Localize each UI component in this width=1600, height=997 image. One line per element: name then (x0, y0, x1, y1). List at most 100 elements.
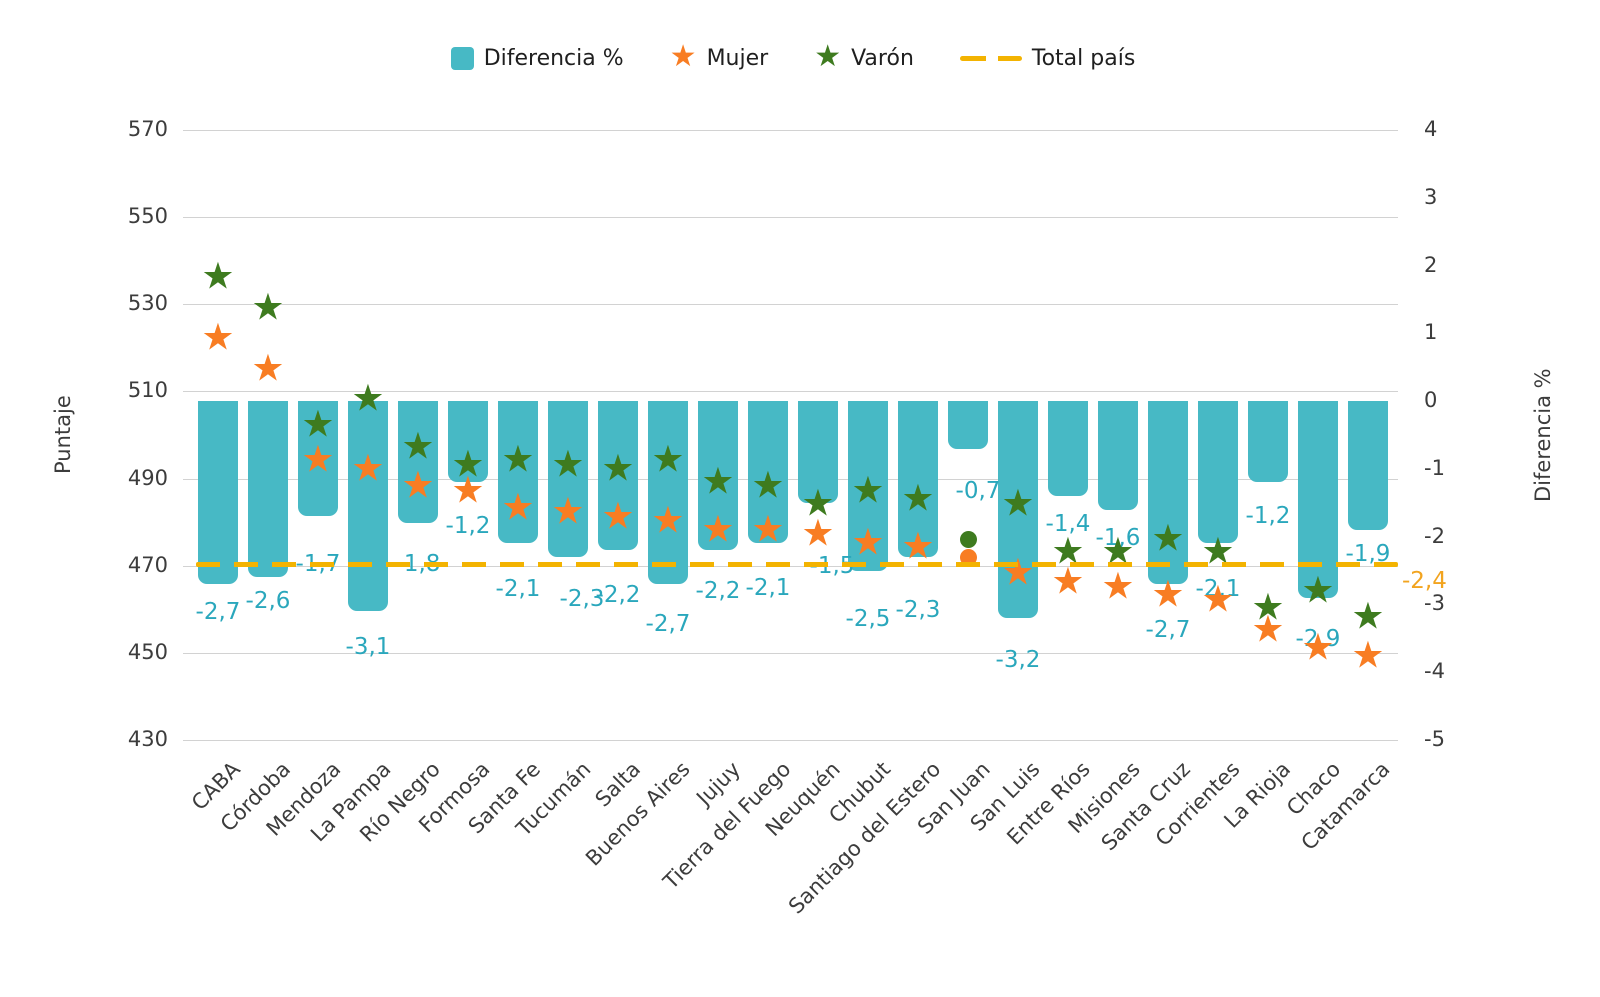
right-tick-label: 1 (1424, 320, 1438, 345)
left-tick-label: 510 (127, 378, 168, 403)
bar-value-label: -0,7 (955, 477, 1001, 504)
legend: Diferencia % ★ Mujer ★ Varón Total país (196, 36, 1390, 80)
mujer-star-marker: ★ (401, 463, 435, 507)
bar-value-label: -3,1 (345, 634, 391, 661)
varon-star-marker: ★ (301, 402, 335, 446)
diferencia-bar (498, 401, 538, 544)
varon-star-marker: ★ (851, 468, 885, 512)
varon-star-marker: ★ (251, 285, 285, 329)
diferencia-bar (1248, 401, 1288, 483)
bar-value-label: -2,7 (645, 611, 691, 638)
right-tick-label: -3 (1424, 591, 1445, 616)
diferencia-bar (1348, 401, 1388, 530)
gridline (183, 130, 1398, 131)
mujer-star-marker: ★ (351, 446, 385, 490)
mujer-star-marker: ★ (1101, 564, 1135, 608)
varon-star-marker: ★ (1351, 594, 1385, 638)
varon-star-marker: ★ (201, 254, 235, 298)
gridline (183, 652, 1398, 654)
right-tick-label: 0 (1424, 388, 1438, 413)
gridline (183, 740, 1398, 741)
mujer-star-marker: ★ (451, 468, 485, 512)
right-tick-label: 3 (1424, 184, 1438, 209)
bar-value-label: -2,1 (1195, 576, 1241, 603)
bar-value-label: -2,2 (695, 578, 741, 605)
legend-item-label: Diferencia % (483, 45, 624, 71)
diferencia-bar (248, 401, 288, 578)
diferencia-bar (548, 401, 588, 557)
right-tick-label: 4 (1424, 117, 1438, 141)
legend-item-diferencia[interactable]: Diferencia % (450, 45, 624, 71)
bar-value-label: -2,9 (1295, 625, 1341, 652)
varon-star-marker: ★ (1151, 516, 1185, 560)
mujer-star-marker: ★ (1151, 572, 1185, 616)
mujer-star-marker: ★ (901, 524, 935, 568)
orange-star-icon: ★ (669, 38, 697, 74)
mujer-star-marker: ★ (1301, 625, 1335, 669)
mujer-star-marker: ★ (1051, 559, 1085, 603)
bar-value-label: -2,7 (1145, 617, 1191, 644)
varon-star-marker: ★ (801, 481, 835, 525)
mujer-star-marker: ★ (251, 346, 285, 390)
varon-star-marker: ★ (501, 437, 535, 481)
mujer-star-marker: ★ (651, 498, 685, 542)
varon-star-marker: ★ (601, 446, 635, 490)
varon-star-marker: ★ (351, 376, 385, 420)
diferencia-bar (1148, 401, 1188, 585)
mujer-star-marker: ★ (1351, 633, 1385, 677)
gridline (183, 217, 1398, 219)
legend-item-label: Total país (1031, 45, 1136, 71)
mujer-star-marker: ★ (551, 490, 585, 534)
total-pais-label: -2,4 (1402, 567, 1447, 594)
right-tick-label: -4 (1424, 659, 1445, 684)
varon-star-marker: ★ (401, 424, 435, 468)
left-tick-label: 430 (127, 727, 168, 751)
legend-item-varon[interactable]: ★ Varón (814, 38, 914, 74)
diferencia-bar (998, 401, 1038, 618)
left-tick-label: 450 (127, 639, 168, 664)
diferencia-bar (348, 401, 388, 612)
varon-star-marker: ★ (551, 442, 585, 486)
mujer-star-marker: ★ (1251, 607, 1285, 651)
varon-star-marker: ★ (1001, 481, 1035, 525)
diferencia-bar (798, 401, 838, 503)
diferencia-bar (598, 401, 638, 551)
bar-value-label: -2,1 (495, 576, 541, 603)
mujer-star-marker: ★ (751, 507, 785, 551)
gridline (183, 391, 1398, 393)
mujer-star-marker: ★ (1001, 551, 1035, 595)
green-star-icon: ★ (814, 38, 842, 74)
diferencia-bar (298, 401, 338, 517)
diferencia-bar (698, 401, 738, 551)
diferencia-bar (848, 401, 888, 571)
legend-item-total-pais[interactable]: Total país (959, 45, 1136, 71)
gridline (183, 304, 1398, 306)
diferencia-bar (398, 401, 438, 524)
left-tick-label: 530 (127, 291, 168, 316)
left-tick-label: 550 (127, 204, 168, 229)
mujer-star-marker: ★ (501, 485, 535, 529)
bar-value-label: -2,1 (745, 575, 791, 602)
bar-value-label: -2,3 (559, 586, 605, 612)
gridline (183, 478, 1398, 480)
legend-item-label: Mujer (706, 45, 769, 71)
legend-item-label: Varón (851, 45, 914, 71)
mujer-circle-marker (959, 548, 977, 566)
mujer-star-marker: ★ (201, 315, 235, 359)
left-tick-label: 570 (127, 117, 168, 141)
mujer-star-marker: ★ (851, 520, 885, 564)
legend-item-mujer[interactable]: ★ Mujer (669, 38, 769, 74)
diferencia-bar (648, 401, 688, 585)
diferencia-bar (448, 401, 488, 483)
bar-value-label: -1,4 (1045, 511, 1091, 537)
diferencia-bar (198, 401, 238, 585)
diferencia-bar (1098, 401, 1138, 510)
bar-value-label: -2,2 (595, 582, 641, 609)
bar-value-label: -3,2 (995, 647, 1041, 673)
varon-star-marker: ★ (901, 476, 935, 520)
bar-value-label: -1,6 (1095, 524, 1141, 551)
left-tick-label: 490 (127, 465, 168, 490)
varon-star-marker: ★ (1301, 568, 1335, 612)
